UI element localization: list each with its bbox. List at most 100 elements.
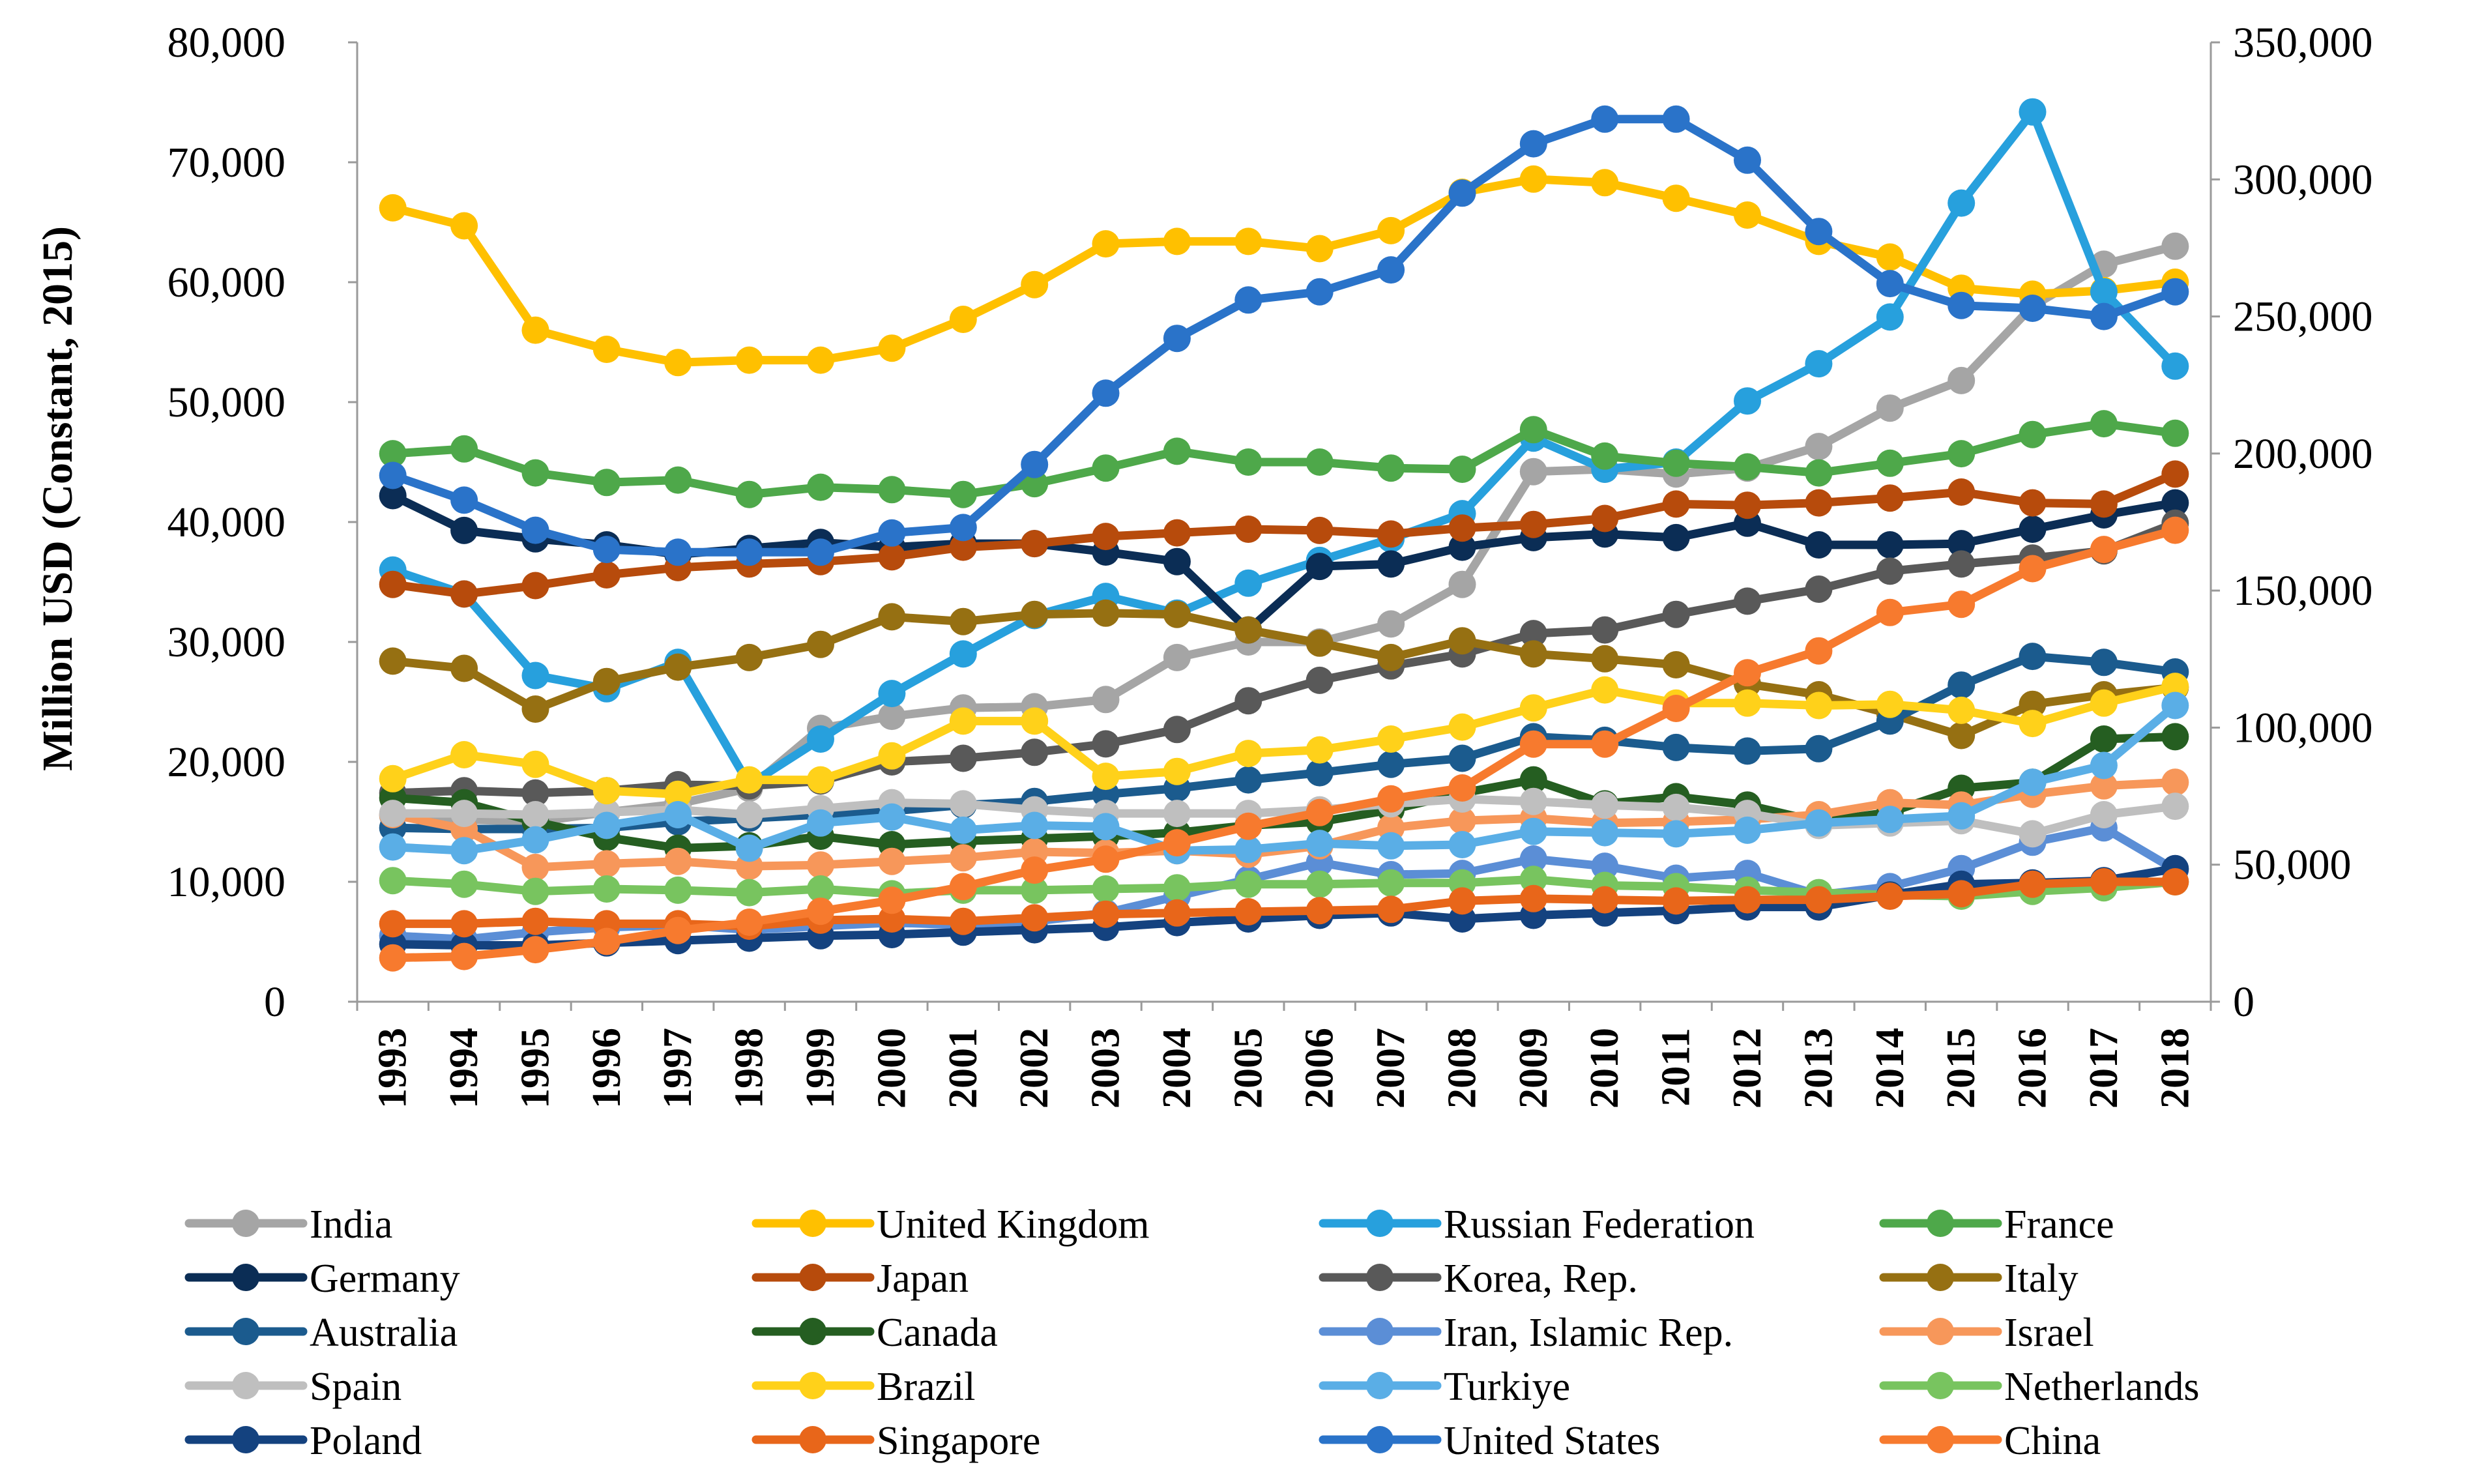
x-tick-label: 2009 xyxy=(1511,1028,1556,1109)
data-point xyxy=(1519,787,1547,815)
data-point xyxy=(450,654,478,682)
data-point xyxy=(807,538,834,566)
data-point xyxy=(379,944,407,972)
data-point xyxy=(1805,433,1833,461)
data-point xyxy=(1876,598,1904,626)
data-point xyxy=(1519,458,1547,486)
data-point xyxy=(592,850,620,878)
data-point xyxy=(949,816,977,844)
data-point xyxy=(1163,437,1191,465)
data-point xyxy=(1306,870,1334,898)
data-point xyxy=(1876,531,1904,559)
data-point xyxy=(521,572,549,600)
data-point xyxy=(1092,230,1120,258)
data-point xyxy=(1234,766,1262,794)
data-point xyxy=(1519,766,1547,794)
data-point xyxy=(1948,189,1976,217)
x-tick-label: 2002 xyxy=(1012,1028,1057,1109)
data-point xyxy=(1805,886,1833,914)
legend-label: Australia xyxy=(310,1311,458,1355)
data-point xyxy=(1948,291,1976,319)
legend-item: Australia xyxy=(184,1311,458,1355)
data-point xyxy=(1377,520,1405,548)
legend-label: Spain xyxy=(310,1365,401,1409)
data-point xyxy=(1448,744,1476,772)
data-point xyxy=(1448,887,1476,915)
legend-swatch-marker xyxy=(232,1210,259,1237)
data-point xyxy=(1591,676,1619,704)
legend-item: Singapore xyxy=(751,1419,1040,1463)
legend-item: Canada xyxy=(751,1311,998,1355)
series-line xyxy=(388,108,2180,789)
data-point xyxy=(2090,689,2118,717)
data-point xyxy=(1734,146,1761,174)
data-point xyxy=(949,514,977,542)
data-point xyxy=(735,801,763,828)
data-point xyxy=(2161,691,2189,720)
legend-label: Iran, Islamic Rep. xyxy=(1444,1311,1733,1355)
data-point xyxy=(1306,235,1334,263)
legend-swatch-marker xyxy=(232,1318,259,1345)
x-tick-label: 2014 xyxy=(1868,1028,1912,1109)
data-point xyxy=(2161,768,2189,796)
data-point xyxy=(1021,270,1049,298)
data-point xyxy=(379,461,407,489)
data-point xyxy=(592,469,620,497)
data-point xyxy=(1092,875,1120,903)
legend-item: United States xyxy=(1319,1419,1660,1463)
data-point xyxy=(1377,895,1405,924)
data-point xyxy=(949,640,977,668)
data-point xyxy=(1377,785,1405,813)
data-point xyxy=(878,334,906,362)
series-united-states xyxy=(379,105,2189,566)
data-point xyxy=(1234,516,1262,543)
data-point xyxy=(1234,740,1262,768)
legend-swatch-marker xyxy=(232,1264,259,1291)
data-point xyxy=(1734,816,1761,844)
data-point xyxy=(1021,707,1049,735)
data-point xyxy=(1948,478,1976,506)
data-point xyxy=(1805,691,1833,720)
data-point xyxy=(1448,570,1476,598)
data-point xyxy=(379,764,407,793)
data-point xyxy=(1805,459,1833,487)
data-point xyxy=(1234,898,1262,925)
x-tick-label: 1993 xyxy=(371,1028,415,1109)
data-point xyxy=(1734,587,1761,615)
data-point xyxy=(379,833,407,861)
data-point xyxy=(1662,820,1690,848)
legend-swatch-marker xyxy=(1927,1372,1954,1399)
data-point xyxy=(1163,600,1191,628)
data-point xyxy=(1519,884,1547,912)
data-point xyxy=(450,800,478,828)
legend-item: Germany xyxy=(184,1257,460,1301)
data-point xyxy=(1519,416,1547,444)
data-point xyxy=(1876,449,1904,477)
data-point xyxy=(807,875,834,903)
data-point xyxy=(1519,165,1547,193)
data-point xyxy=(664,876,692,904)
legend-item: Iran, Islamic Rep. xyxy=(1319,1311,1733,1355)
data-point xyxy=(1948,530,1976,558)
data-point xyxy=(1662,490,1690,518)
data-point xyxy=(521,516,549,544)
data-point xyxy=(1234,227,1262,255)
data-point xyxy=(1163,519,1191,547)
y-tick-label: 0 xyxy=(264,978,285,1026)
data-point xyxy=(807,630,834,658)
data-point xyxy=(1092,599,1120,627)
data-point xyxy=(379,867,407,895)
legend-swatch-marker xyxy=(1366,1264,1393,1291)
data-point xyxy=(1234,569,1262,597)
data-point xyxy=(1377,454,1405,482)
data-point xyxy=(1163,547,1191,575)
data-point xyxy=(2090,648,2118,677)
data-point xyxy=(1234,286,1262,314)
x-tick-label: 2001 xyxy=(941,1028,985,1109)
data-point xyxy=(949,480,977,508)
data-point xyxy=(807,851,834,879)
data-point xyxy=(1734,453,1761,481)
data-point xyxy=(1092,730,1120,758)
data-point xyxy=(1662,733,1690,761)
